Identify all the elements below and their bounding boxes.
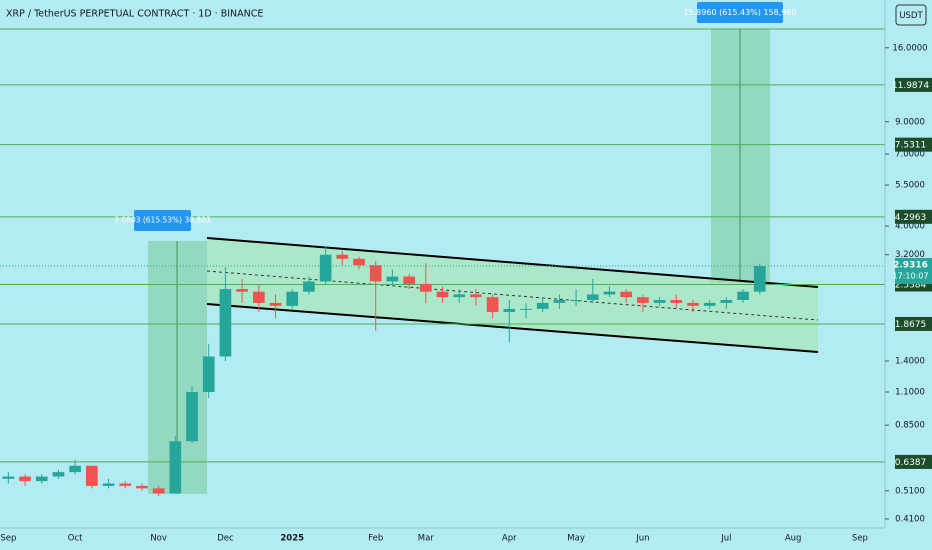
measure-box xyxy=(134,210,191,231)
candle-body xyxy=(252,291,265,303)
candle-body xyxy=(620,291,633,298)
candle-body xyxy=(119,483,132,486)
x-tick-label: Jun xyxy=(635,534,649,544)
candle-body xyxy=(269,302,282,306)
candle-body xyxy=(319,254,332,282)
y-tick-label: 3.2000 xyxy=(895,250,925,260)
candle-body xyxy=(703,302,716,306)
candle-body xyxy=(152,488,165,494)
last-price-label: 2.9316 xyxy=(893,260,928,270)
x-tick-label: Sep xyxy=(0,534,16,544)
candle-body xyxy=(286,291,299,306)
candle-body xyxy=(570,300,582,302)
x-tick-label: Mar xyxy=(418,534,435,544)
level-label: 4.2963 xyxy=(895,213,927,223)
candle-body xyxy=(219,289,232,357)
y-tick-label: 1.4000 xyxy=(895,357,925,367)
candle-body xyxy=(35,476,48,482)
candle-body xyxy=(353,258,365,266)
candle-body xyxy=(102,483,115,486)
candle-body xyxy=(753,266,766,292)
measure-range xyxy=(711,29,770,283)
x-tick-label: Sep xyxy=(852,534,868,544)
last-price-tag xyxy=(895,257,932,284)
candle-body xyxy=(586,294,599,301)
y-tick-label: 5.5000 xyxy=(895,181,925,191)
candle-body xyxy=(603,291,616,295)
candle-body xyxy=(553,300,566,303)
candle-body xyxy=(2,476,15,479)
x-tick-label: Feb xyxy=(368,534,383,544)
candle-body xyxy=(453,294,466,298)
candle-body xyxy=(69,465,81,473)
candle-body xyxy=(336,254,349,259)
level-tag xyxy=(895,454,932,469)
candle-body xyxy=(403,276,415,284)
level-label: 7.5311 xyxy=(895,141,927,151)
level-label: 1.8675 xyxy=(895,320,927,330)
candle-body xyxy=(136,485,148,489)
candle-body xyxy=(303,281,315,292)
x-tick-label: May xyxy=(567,534,585,544)
candle-body xyxy=(520,308,532,310)
candle-body xyxy=(653,300,666,303)
x-tick-label: Jul xyxy=(720,534,731,544)
candle-body xyxy=(470,294,482,298)
candle-body xyxy=(186,392,198,442)
plot xyxy=(0,84,885,496)
level-label: 0.6387 xyxy=(895,458,927,468)
candle-body xyxy=(637,297,649,303)
x-tick-label: Nov xyxy=(150,534,167,544)
level-tag xyxy=(895,77,932,92)
candle-body xyxy=(687,302,699,306)
measure-box xyxy=(697,2,783,23)
y-tick-label: 0.4100 xyxy=(895,514,925,524)
x-tick-label: Dec xyxy=(217,534,234,544)
x-tick-label: Aug xyxy=(785,534,802,544)
measure-label: 15.8960 (615.43%) 158,960 xyxy=(683,8,796,17)
candle-body xyxy=(737,291,749,301)
level-label: 2.5384 xyxy=(895,280,927,290)
candle-body xyxy=(386,276,399,282)
candle-body xyxy=(486,297,499,312)
candle-body xyxy=(670,300,683,303)
chart-title: XRP / TetherUS PERPETUAL CONTRACT · 1D ·… xyxy=(6,9,263,20)
measure-label: 3.0803 (615.53%) 30,803 xyxy=(114,216,211,225)
channel-bottom xyxy=(206,303,819,353)
x-tick-label: 2025 xyxy=(280,534,304,544)
level-tag xyxy=(895,209,932,224)
x-tick-label: Apr xyxy=(502,534,517,544)
y-tick-label: 4.0000 xyxy=(895,222,925,232)
candle-body xyxy=(436,291,449,298)
candle-body xyxy=(52,472,65,477)
x-tick-label: Oct xyxy=(68,534,83,544)
currency-box[interactable] xyxy=(895,4,927,26)
countdown: 17:10:07 xyxy=(893,271,929,280)
candle-body xyxy=(19,476,31,482)
y-tick-label: 0.8500 xyxy=(895,421,925,431)
level-tag xyxy=(895,137,932,152)
y-tick-label: 9.0000 xyxy=(895,117,925,127)
y-tick-label: 0.5100 xyxy=(895,486,925,496)
candle-body xyxy=(369,265,382,282)
level-label: 11.9874 xyxy=(892,81,929,91)
y-tick-label: 7.0000 xyxy=(895,150,925,160)
candle-body xyxy=(236,289,248,292)
candle-body xyxy=(419,283,432,292)
channel-top xyxy=(206,237,819,288)
y-tick-label: 16.0000 xyxy=(892,43,927,53)
candle-body xyxy=(169,441,182,494)
candle-body xyxy=(85,465,98,486)
currency[interactable]: USDT xyxy=(899,11,923,21)
level-tag xyxy=(895,316,932,331)
candle-body xyxy=(202,356,215,393)
y-tick-label: 1.1000 xyxy=(895,388,925,398)
candle-body xyxy=(503,308,516,312)
candle-body xyxy=(536,302,549,309)
candle-body xyxy=(720,300,733,303)
